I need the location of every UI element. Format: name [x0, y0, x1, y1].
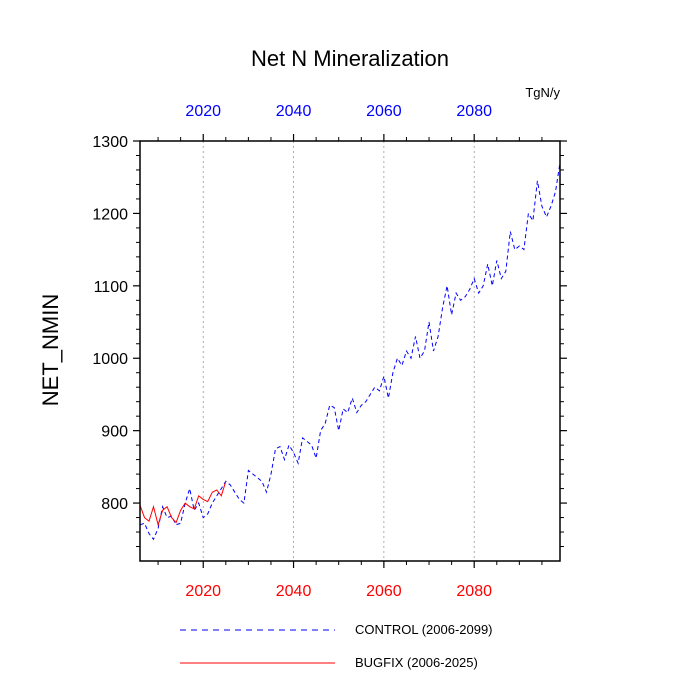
- plot-frame: [139, 140, 561, 562]
- legend-bugfix-label: BUGFIX (2006-2025): [355, 655, 478, 670]
- y-tick-label: 1000: [92, 351, 128, 368]
- y-tick-label: 800: [101, 496, 128, 513]
- y-axis-label: NET_NMIN: [38, 294, 63, 406]
- series-control-line: [139, 162, 561, 541]
- series-bugfix-line: [139, 481, 227, 527]
- x-tick-label-top: 2060: [366, 103, 402, 120]
- y-tick-label: 1300: [92, 134, 128, 151]
- x-tick-label-bottom: 2080: [456, 583, 492, 600]
- x-tick-label-bottom: 2020: [185, 583, 221, 600]
- chart-title: Net N Mineralization: [251, 46, 449, 71]
- grid-lines: [202, 141, 475, 561]
- axis-ticks: 2020 2020 2040 2040 2060 2060 2080 2080 800 900 10…: [92, 103, 567, 600]
- x-tick-label-top: 2020: [185, 103, 221, 120]
- x-tick-label-bottom: 2060: [366, 583, 402, 600]
- y-tick-label: 1200: [92, 206, 128, 223]
- x-tick-label-top: 2040: [276, 103, 312, 120]
- plot-series: [139, 162, 561, 541]
- x-tick-label-top: 2080: [456, 103, 492, 120]
- legend-control-label: CONTROL (2006-2099): [355, 622, 493, 637]
- x-tick-label-bottom: 2040: [276, 583, 312, 600]
- legend: CONTROL (2006-2099) BUGFIX (2006-2025): [180, 622, 493, 670]
- units-label: TgN/y: [525, 85, 560, 100]
- y-tick-label: 900: [101, 424, 128, 441]
- y-tick-label: 1100: [94, 279, 129, 296]
